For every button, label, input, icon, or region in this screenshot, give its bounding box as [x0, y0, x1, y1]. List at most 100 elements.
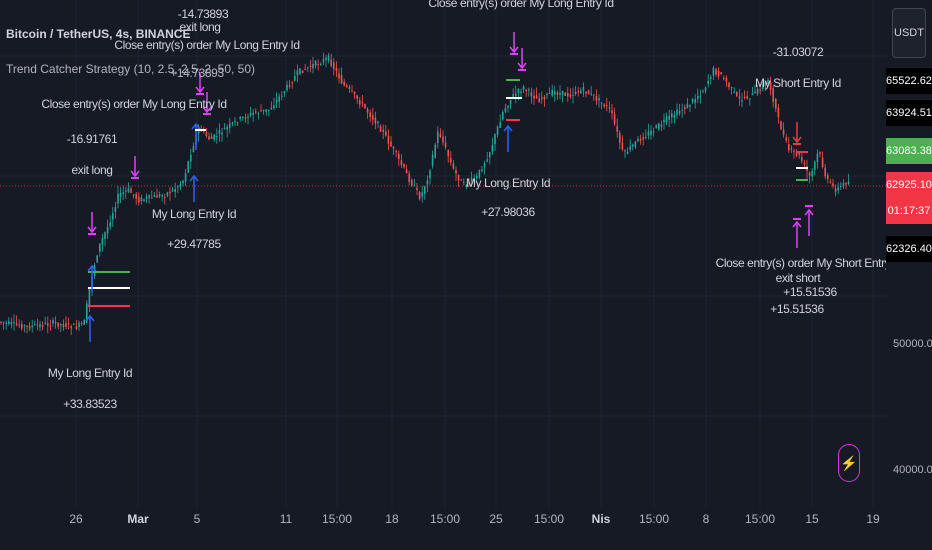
candle-body	[405, 169, 408, 174]
candlestick-chart[interactable]	[0, 0, 886, 508]
candle-body	[749, 98, 751, 100]
candle-body	[377, 121, 379, 124]
candle-body	[57, 322, 59, 327]
candle-body	[223, 128, 226, 130]
lightning-icon[interactable]: ⚡	[838, 444, 860, 482]
candle-body	[652, 131, 655, 133]
candle-body	[338, 73, 340, 79]
candle-body	[31, 325, 33, 328]
candle-body	[236, 122, 239, 124]
candle-body	[788, 144, 790, 151]
candle-body	[416, 187, 418, 191]
candle-body	[715, 69, 717, 75]
candle-body	[309, 65, 312, 67]
time-tick: 25	[489, 512, 503, 526]
candle-body	[304, 68, 306, 70]
candle-body	[83, 319, 85, 325]
candle-body	[470, 177, 473, 182]
candle-body	[590, 93, 592, 95]
candle-body	[229, 123, 231, 128]
candle-body	[502, 112, 504, 120]
candle-body	[845, 182, 847, 185]
candle-body	[379, 126, 382, 132]
candle-body	[257, 113, 260, 115]
candle-body	[117, 193, 119, 204]
candle-body	[369, 112, 371, 117]
candle-body	[288, 85, 291, 87]
candle-body	[387, 135, 390, 144]
candle-body	[395, 151, 397, 153]
candle-body	[632, 144, 634, 147]
strategy-label[interactable]: Trend Catcher Strategy (10, 2.5, 2.5, 2,…	[6, 62, 256, 76]
candle-body	[754, 91, 756, 94]
candle-body	[62, 324, 65, 327]
candle-body	[364, 103, 366, 109]
candle-body	[5, 322, 7, 324]
candle-body	[268, 109, 270, 111]
candle-body	[811, 171, 813, 177]
candle-body	[374, 117, 377, 124]
candle-body	[2, 322, 5, 324]
candle-body	[697, 96, 699, 99]
time-tick: 15	[805, 512, 819, 526]
annotation-profit-4: +27.98036	[481, 205, 535, 219]
candle-body	[179, 183, 182, 188]
chart-area[interactable]: Bitcoin / TetherUS, 4s, BINANCE Trend Ca…	[0, 0, 903, 508]
time-tick: 15:00	[533, 512, 565, 526]
candle-body	[561, 91, 564, 95]
candle-body	[507, 105, 509, 108]
candle-body	[93, 264, 96, 277]
candle-body	[689, 104, 691, 107]
annotation-long-entry-1: My Long Entry Id	[47, 366, 133, 380]
candle-body	[775, 98, 777, 109]
candle-body	[554, 91, 556, 95]
candle-body	[260, 110, 262, 112]
candle-body	[767, 80, 769, 84]
candle-body	[125, 190, 127, 192]
candle-body	[803, 162, 806, 165]
candle-body	[613, 114, 616, 124]
candle-body	[247, 116, 249, 119]
entry-arrow-head	[503, 124, 513, 132]
candle-body	[629, 146, 631, 150]
time-tick: 8	[702, 512, 710, 526]
candle-body	[346, 85, 348, 87]
candle-body	[174, 188, 176, 193]
price-tag-low: 62326.40	[886, 236, 932, 262]
candle-body	[161, 195, 163, 197]
candle-body	[239, 117, 241, 119]
candle-body	[39, 324, 41, 328]
candle-body	[421, 192, 423, 197]
candle-body	[782, 129, 785, 135]
symbol-title[interactable]: Bitcoin / TetherUS, 4s, BINANCE	[6, 27, 191, 41]
candle-body	[312, 64, 314, 69]
candle-body	[468, 182, 470, 184]
annotation-profit-2: +14.73893	[170, 66, 224, 80]
candle-body	[96, 255, 98, 263]
annotation-pnl-1: -16.91761	[66, 132, 118, 146]
candle-body	[18, 324, 20, 326]
candle-body	[21, 324, 23, 329]
candle-body	[340, 75, 343, 84]
candle-body	[187, 161, 189, 173]
candle-body	[286, 84, 288, 91]
candle-body	[252, 112, 254, 115]
time-axis[interactable]	[0, 508, 886, 550]
candle-body	[517, 88, 520, 94]
candle-body	[515, 93, 517, 97]
candle-body	[546, 93, 548, 96]
entry-arrow-head	[804, 208, 814, 216]
candle-body	[255, 111, 257, 113]
candle-body	[143, 199, 145, 201]
candle-body	[182, 180, 184, 184]
candle-body	[351, 90, 353, 92]
annotation-exit-long-1: exit long	[71, 163, 113, 177]
candle-body	[564, 92, 566, 96]
time-tick: 26	[69, 512, 83, 526]
currency-button[interactable]: USDT	[892, 8, 926, 58]
candle-body	[496, 126, 499, 135]
candle-body	[429, 170, 431, 179]
candle-body	[203, 130, 205, 132]
candle-body	[842, 182, 845, 187]
candle-body	[333, 62, 335, 69]
